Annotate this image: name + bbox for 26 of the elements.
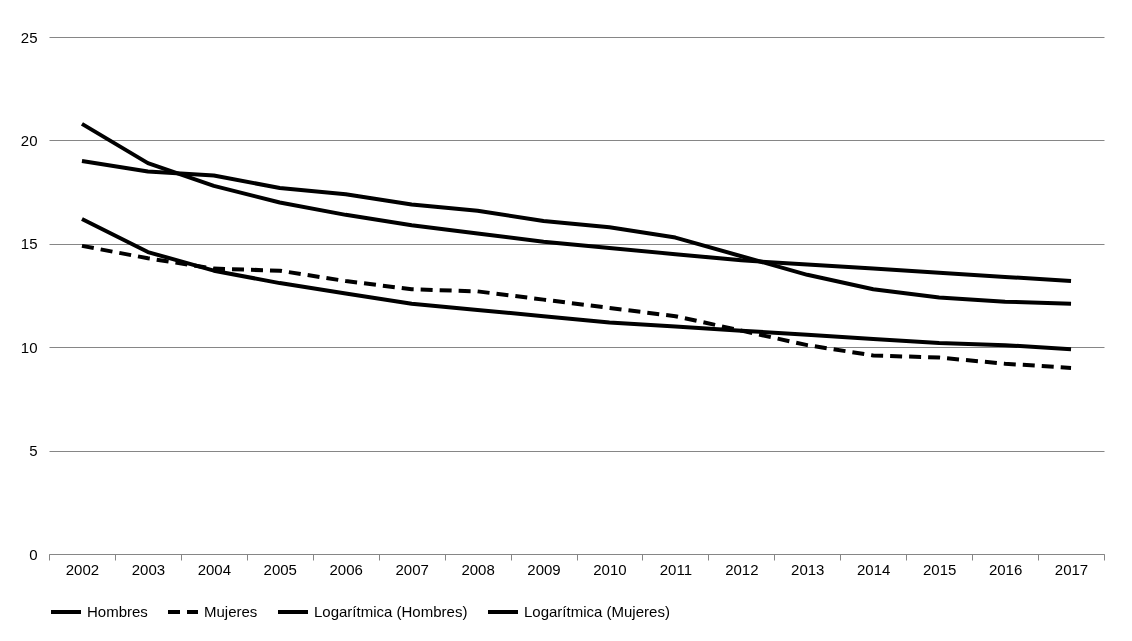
x-tick-label: 2002 (65, 560, 100, 578)
legend-label: Mujeres (204, 603, 258, 620)
x-tick-label: 2006 (329, 560, 363, 578)
y-tick-label: 10 (20, 338, 38, 356)
x-tick-label: 2010 (593, 560, 627, 578)
x-tick-label: 2011 (659, 560, 693, 578)
x-tick-label: 2016 (988, 560, 1023, 578)
x-tick-label: 2008 (461, 560, 495, 578)
x-tick-label: 2009 (527, 560, 561, 578)
x-tick-label: 2007 (395, 560, 429, 578)
x-tick-label: 2015 (922, 560, 957, 578)
x-tick-label: 2003 (131, 560, 166, 578)
x-tick-label: 2004 (197, 560, 232, 578)
x-tick-label: 2005 (263, 560, 297, 578)
y-tick-label: 20 (20, 131, 38, 149)
legend-label: Logarítmica (Mujeres) (524, 603, 670, 620)
x-tick-label: 2017 (1054, 560, 1089, 578)
x-tick-label: 2013 (791, 560, 825, 578)
y-tick-label: 25 (20, 28, 38, 46)
y-tick-label: 5 (29, 442, 38, 460)
y-tick-label: 15 (20, 235, 38, 253)
x-tick-label: 2012 (725, 560, 759, 578)
y-tick-label: 0 (29, 545, 38, 563)
legend-label: Hombres (87, 603, 148, 620)
x-tick-label: 2014 (857, 560, 891, 578)
legend-label: Logarítmica (Hombres) (314, 603, 468, 620)
